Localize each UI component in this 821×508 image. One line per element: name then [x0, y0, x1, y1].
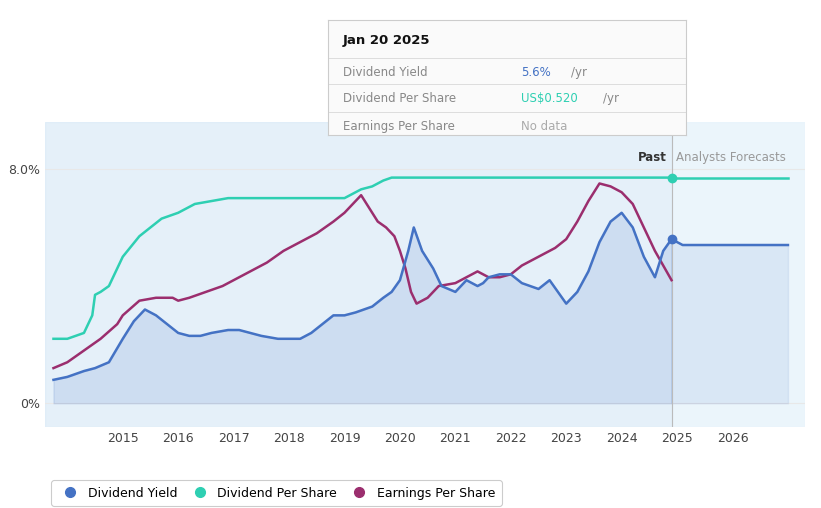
Legend: Dividend Yield, Dividend Per Share, Earnings Per Share: Dividend Yield, Dividend Per Share, Earn…	[52, 481, 502, 506]
Text: Earnings Per Share: Earnings Per Share	[342, 120, 455, 133]
Text: Jan 20 2025: Jan 20 2025	[342, 34, 430, 47]
Text: Analysts Forecasts: Analysts Forecasts	[676, 151, 786, 164]
Text: Dividend Yield: Dividend Yield	[342, 66, 427, 79]
Text: /yr: /yr	[603, 92, 619, 105]
Text: /yr: /yr	[571, 66, 587, 79]
Text: Past: Past	[638, 151, 667, 164]
Bar	[672, 122, 805, 427]
Text: No data: No data	[521, 120, 567, 133]
Bar	[45, 122, 672, 427]
Text: 5.6%: 5.6%	[521, 66, 551, 79]
Text: Dividend Per Share: Dividend Per Share	[342, 92, 456, 105]
Text: US$0.520: US$0.520	[521, 92, 578, 105]
